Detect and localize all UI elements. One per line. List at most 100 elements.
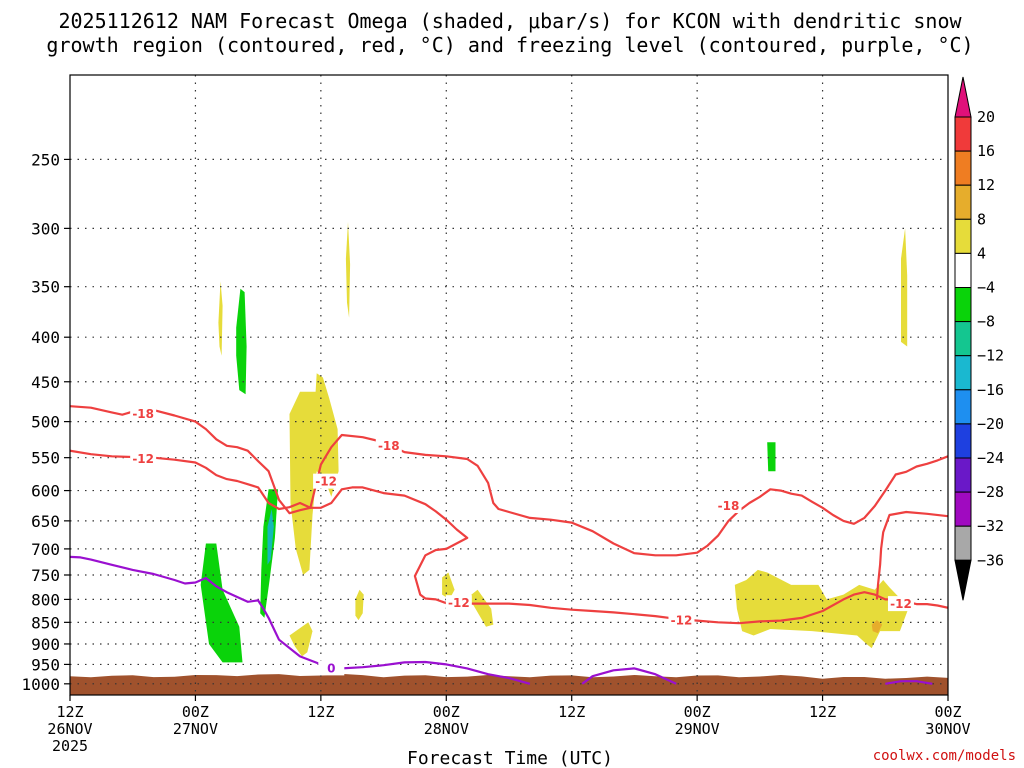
colorbar-label: 4 bbox=[977, 244, 986, 262]
y-tick-label: 550 bbox=[31, 449, 60, 468]
x-tick-date-label: 27NOV bbox=[173, 720, 218, 738]
contour-label-bg bbox=[668, 612, 695, 628]
colorbar-label: −28 bbox=[977, 483, 1004, 501]
colorbar-bin-10 bbox=[954, 423, 972, 459]
contour-label-5: -12 bbox=[668, 612, 695, 628]
omega-shaded-region-0 bbox=[200, 543, 243, 663]
contour-label-bg bbox=[130, 451, 157, 467]
contour-label-8: 0 bbox=[318, 660, 345, 676]
colorbar-bottom-triangle bbox=[954, 559, 972, 601]
colorbar-label: −4 bbox=[977, 279, 995, 297]
colorbar-bin-5 bbox=[954, 252, 972, 288]
contour-label-text: -12 bbox=[671, 614, 693, 628]
colorbar-bin-7 bbox=[954, 321, 972, 357]
x-tick-date-label: 28NOV bbox=[424, 720, 469, 738]
colorbar-label: −32 bbox=[977, 517, 1004, 535]
colorbar-label: −16 bbox=[977, 381, 1004, 399]
omega-shaded-region-13 bbox=[871, 620, 883, 634]
contour-label-bg bbox=[715, 498, 742, 514]
contour-label-3: -12 bbox=[313, 473, 340, 489]
y-tick-label: 300 bbox=[31, 219, 60, 238]
contour-label-0: -18 bbox=[130, 405, 157, 421]
colorbar-label: 16 bbox=[977, 142, 995, 160]
colorbar-label: −8 bbox=[977, 313, 995, 331]
colorbar-bin-12 bbox=[954, 491, 972, 527]
y-tick-label: 650 bbox=[31, 512, 60, 531]
contour-label-bg bbox=[445, 595, 472, 611]
colorbar-label: −20 bbox=[977, 415, 1004, 433]
contour-label-bg bbox=[130, 405, 157, 421]
contour-label-text: -12 bbox=[315, 475, 337, 489]
x-tick-time-label: 00Z bbox=[684, 703, 711, 721]
colorbar-label: −24 bbox=[977, 449, 1004, 467]
omega-shaded-region-8 bbox=[355, 589, 364, 621]
y-tick-label: 950 bbox=[31, 655, 60, 674]
y-tick-label: 600 bbox=[31, 482, 60, 501]
chart-title-line-1: 2025112612 NAM Forecast Omega (shaded, μ… bbox=[58, 9, 962, 33]
colorbar-label: 12 bbox=[977, 176, 995, 194]
x-tick-time-label: 12Z bbox=[809, 703, 836, 721]
x-axis-label: Forecast Time (UTC) bbox=[407, 748, 613, 768]
colorbar-legend: 20 16 12 8 4 −4 −8 −12 −16 −20 −24 −28 −32 −36 bbox=[954, 76, 1004, 601]
contour-label-7: -12 bbox=[887, 596, 914, 612]
plot-body: -18 -12 -18 -12 -12 -12 -18 -12 0 bbox=[70, 75, 948, 695]
contour-label-text: -18 bbox=[132, 407, 154, 421]
colorbar-label: 20 bbox=[977, 108, 995, 126]
contour-line-5 bbox=[885, 680, 933, 685]
y-tick-label: 800 bbox=[31, 590, 60, 609]
x-tick-time-label: 00Z bbox=[433, 703, 460, 721]
contour-label-text: -18 bbox=[378, 439, 400, 453]
x-tick-year-label: 2025 bbox=[52, 737, 88, 755]
x-tick-date-label: 29NOV bbox=[675, 720, 720, 738]
omega-shaded-region-3 bbox=[267, 509, 274, 565]
plot-area: -18 -12 -18 -12 -12 -12 -18 -12 0 bbox=[69, 74, 949, 696]
y-tick-label: 400 bbox=[31, 328, 60, 347]
colorbar-bin-6 bbox=[954, 287, 972, 323]
omega-shaded-region-4 bbox=[767, 442, 776, 472]
y-tick-label: 850 bbox=[31, 613, 60, 632]
contour-label-1: -12 bbox=[130, 451, 157, 467]
contour-line-2 bbox=[875, 510, 948, 600]
x-tick-time-label: 12Z bbox=[56, 703, 83, 721]
y-tick-label: 500 bbox=[31, 413, 60, 432]
omega-shaded-region-5 bbox=[218, 281, 223, 356]
colorbar-top-triangle bbox=[954, 76, 972, 118]
credit-text: coolwx.com/models bbox=[873, 748, 1016, 764]
colorbar-bin-8 bbox=[954, 355, 972, 391]
colorbar-bin-13 bbox=[954, 525, 972, 561]
contour-label-2: -18 bbox=[375, 437, 402, 453]
omega-shaded-region-6 bbox=[345, 222, 351, 318]
contour-label-bg bbox=[375, 437, 402, 453]
contour-label-bg bbox=[887, 596, 914, 612]
contour-line-3 bbox=[70, 555, 531, 685]
colorbar-bin-11 bbox=[954, 457, 972, 493]
omega-shaded-region-11 bbox=[471, 589, 494, 627]
contour-label-text: -12 bbox=[890, 597, 912, 611]
omega-shaded-region-10 bbox=[442, 572, 455, 600]
colorbar-bin-3 bbox=[954, 184, 972, 220]
y-tick-label: 250 bbox=[31, 150, 60, 169]
x-tick-time-label: 12Z bbox=[307, 703, 334, 721]
omega-shaded-region-9 bbox=[289, 622, 313, 657]
contour-line-1 bbox=[70, 449, 948, 625]
colorbar-bin-4 bbox=[954, 218, 972, 254]
colorbar-label: 8 bbox=[977, 210, 986, 228]
terrain-surface bbox=[70, 673, 948, 695]
omega-shaded-region-12 bbox=[734, 569, 909, 649]
contour-line-0 bbox=[70, 405, 948, 557]
colorbar-bin-2 bbox=[954, 150, 972, 186]
colorbar-label: −12 bbox=[977, 347, 1004, 365]
chart-title-line-2: growth region (contoured, red, °C) and f… bbox=[46, 33, 973, 57]
colorbar-bin-1 bbox=[954, 116, 972, 152]
contour-label-text: -12 bbox=[448, 596, 470, 610]
x-tick-time-label: 00Z bbox=[182, 703, 209, 721]
plot-frame bbox=[69, 74, 949, 696]
contour-label-bg bbox=[313, 473, 340, 489]
y-tick-label: 900 bbox=[31, 635, 60, 654]
contour-label-text: 0 bbox=[327, 661, 335, 675]
y-tick-label: 350 bbox=[31, 278, 60, 297]
y-tick-label: 450 bbox=[31, 373, 60, 392]
y-tick-label: 700 bbox=[31, 540, 60, 559]
contour-line-4 bbox=[581, 667, 677, 685]
